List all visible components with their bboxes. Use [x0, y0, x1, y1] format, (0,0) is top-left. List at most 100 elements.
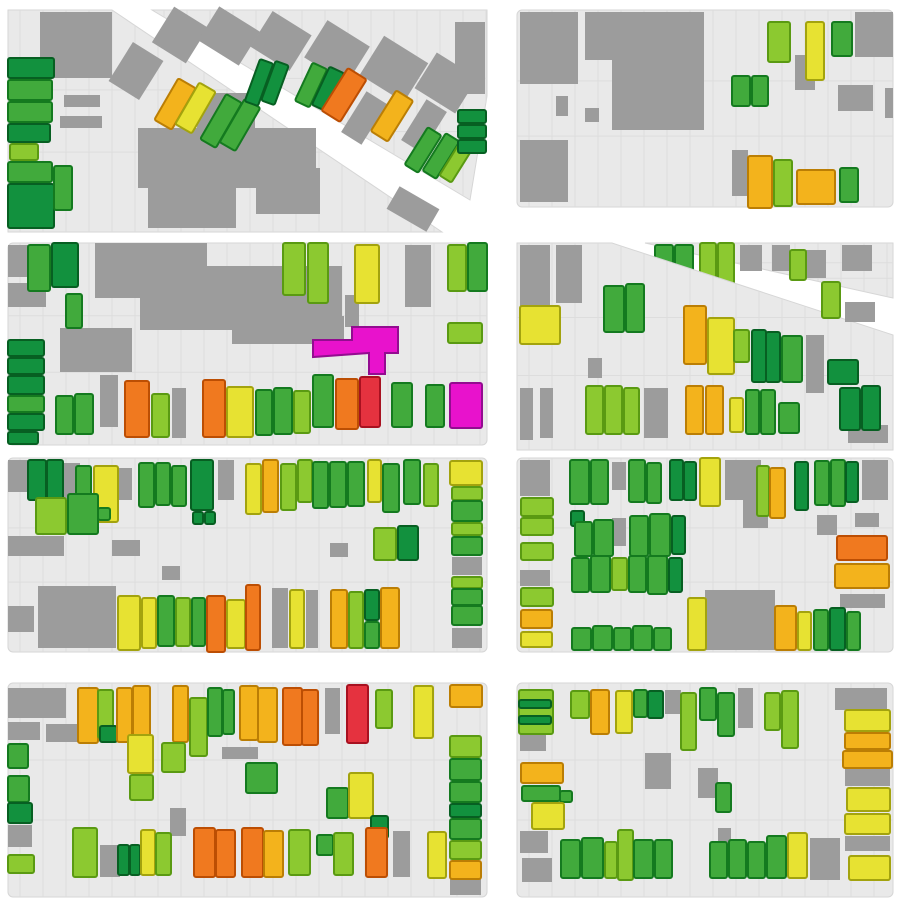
building-footprint-orange: [245, 584, 261, 651]
building-footprint-amber: [330, 589, 348, 649]
building-footprint-amber: [796, 169, 836, 205]
building-footprint-dark-green: [794, 461, 809, 511]
building-footprint-yellow: [354, 244, 380, 304]
building-footprint-amber: [449, 684, 483, 708]
building-footprint-green: [451, 500, 483, 522]
building-footprint-green: [7, 161, 53, 183]
context-building: [522, 858, 552, 882]
block-nw-upper-triangle: [150, 6, 488, 201]
building-footprint-green: [451, 536, 483, 556]
building-footprint-amber: [380, 587, 400, 649]
building-footprint-dark-green: [117, 844, 130, 876]
building-footprint-light-green: [161, 742, 186, 773]
block-w2: [7, 242, 488, 446]
building-footprint-green: [138, 462, 155, 508]
context-building: [172, 388, 186, 438]
context-building: [772, 245, 790, 271]
context-building: [588, 358, 602, 378]
context-building: [100, 375, 118, 427]
context-building: [838, 85, 873, 111]
building-footprint-green: [813, 609, 829, 651]
building-footprint-green: [316, 834, 334, 856]
building-footprint-green: [273, 387, 293, 435]
building-footprint-dark-green: [7, 183, 55, 229]
building-footprint-green: [766, 835, 787, 879]
building-footprint-light-green: [293, 390, 311, 434]
building-footprint-yellow: [687, 597, 707, 651]
building-footprint-dark-green: [7, 357, 45, 375]
context-building: [455, 22, 485, 94]
building-footprint-green: [521, 785, 561, 802]
building-footprint-light-green: [449, 735, 482, 758]
context-building: [112, 540, 140, 556]
building-footprint-yellow: [699, 457, 721, 507]
building-footprint-amber: [370, 90, 414, 142]
building-footprint-light-green: [604, 385, 623, 435]
building-footprint-light-green: [282, 242, 306, 296]
building-footprint-green: [646, 462, 662, 504]
building-footprint-yellow: [348, 772, 374, 819]
context-building: [330, 543, 348, 557]
building-footprint-green: [831, 21, 853, 57]
building-footprint-amber: [842, 750, 893, 769]
building-footprint-green: [451, 605, 483, 626]
building-footprint-orange: [321, 67, 367, 123]
building-footprint-green: [449, 818, 482, 840]
building-footprint-green: [7, 743, 29, 769]
building-footprint-amber: [705, 385, 724, 435]
building-footprint-light-green: [175, 597, 191, 647]
context-building: [740, 245, 762, 271]
building-footprint-yellow: [707, 317, 735, 375]
building-footprint-light-green: [451, 576, 483, 589]
building-footprint-dark-green: [829, 607, 846, 651]
building-footprint-amber: [834, 563, 890, 589]
building-footprint-orange: [215, 829, 236, 878]
building-footprint-green: [760, 389, 776, 435]
building-footprint-green: [74, 393, 94, 435]
building-footprint-yellow: [519, 305, 561, 345]
building-footprint-yellow: [413, 685, 434, 739]
building-footprint-green: [382, 463, 400, 513]
building-footprint-green: [747, 841, 766, 879]
context-building: [148, 188, 236, 228]
context-building: [359, 35, 429, 103]
building-footprint-yellow: [848, 855, 891, 881]
building-footprint-light-green: [680, 692, 697, 751]
building-footprint-green: [391, 382, 413, 428]
building-footprint-green: [449, 781, 482, 803]
context-building: [151, 6, 209, 64]
building-footprint-light-green: [155, 832, 172, 876]
building-footprint-amber: [685, 385, 704, 435]
building-footprint-amber: [172, 685, 189, 743]
building-footprint-yellow: [520, 631, 553, 648]
context-building: [862, 460, 888, 500]
building-footprint-dark-green: [7, 339, 45, 357]
context-building: [705, 590, 775, 650]
context-building: [272, 588, 288, 648]
building-footprint-green: [592, 625, 613, 651]
context-building: [8, 722, 40, 740]
building-footprint-light-green: [611, 557, 628, 591]
building-footprint-amber: [747, 155, 773, 209]
building-footprint-orange: [202, 379, 226, 438]
building-footprint-light-green: [520, 542, 554, 561]
building-footprint-light-green: [764, 692, 781, 731]
block-e4: [516, 682, 894, 898]
building-footprint-yellow: [141, 597, 157, 649]
building-footprint-light-green: [773, 159, 793, 207]
building-footprint-light-green: [449, 840, 482, 860]
building-footprint-green: [781, 335, 803, 383]
building-footprint-dark-green: [190, 459, 214, 511]
building-footprint-dark-green: [671, 515, 686, 555]
building-footprint-green: [403, 459, 421, 505]
building-footprint-green: [294, 62, 328, 108]
building-footprint-dark-green: [7, 375, 45, 395]
building-footprint-green: [628, 459, 646, 503]
context-building: [732, 150, 748, 196]
building-footprint-dark-green: [27, 459, 47, 501]
building-footprint-orange: [301, 689, 319, 746]
building-footprint-light-green: [9, 143, 39, 161]
building-footprint-amber: [239, 685, 259, 741]
building-footprint-dark-green: [683, 461, 697, 501]
building-footprint-green: [7, 395, 45, 413]
